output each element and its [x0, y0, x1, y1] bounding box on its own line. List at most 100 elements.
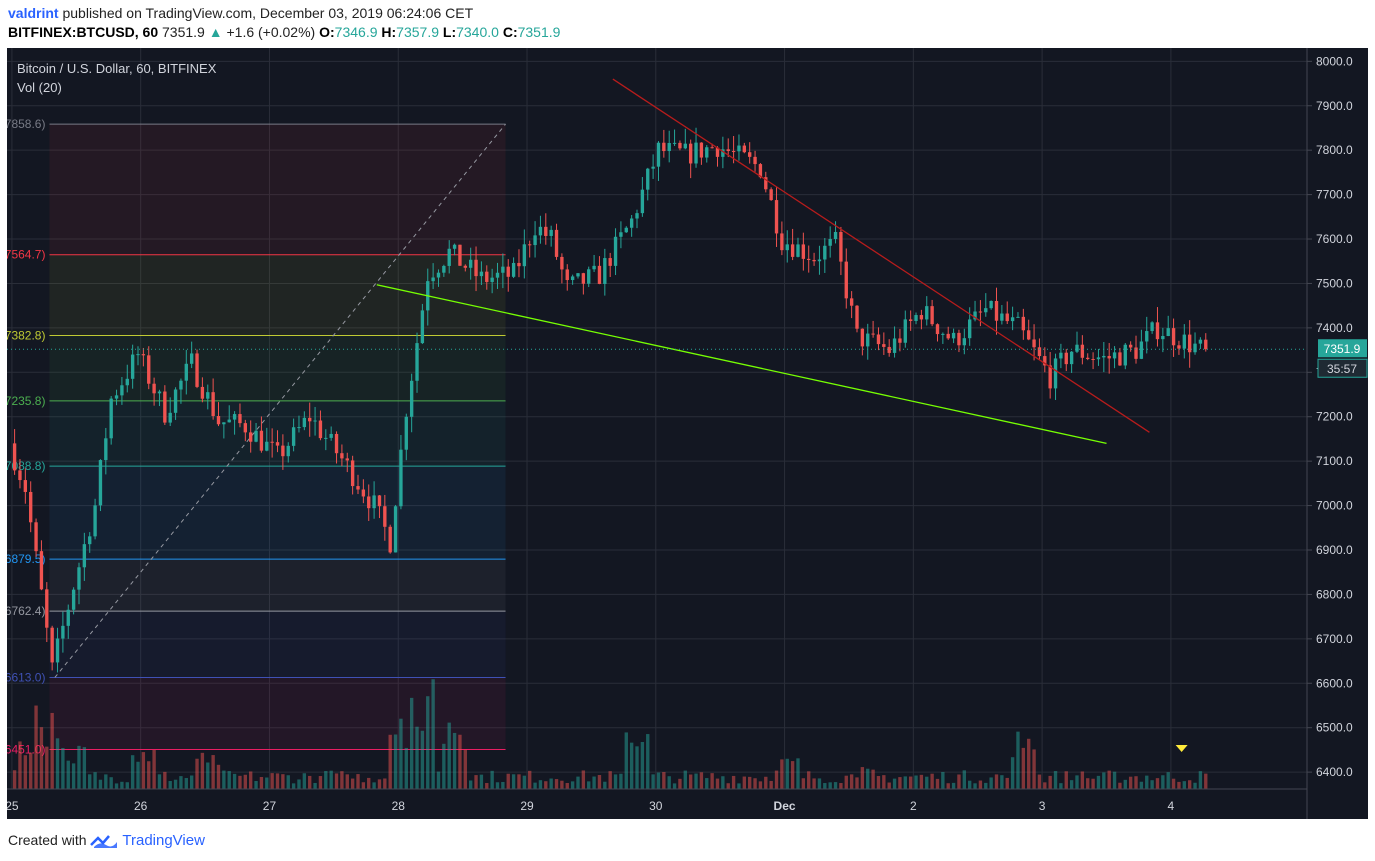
volume-bar — [61, 747, 65, 789]
candle-body — [522, 244, 527, 267]
author-name[interactable]: valdrint — [8, 5, 59, 21]
candle-body — [1010, 317, 1015, 322]
candle-body — [340, 453, 344, 459]
candle-body — [436, 272, 441, 278]
candle-body — [517, 262, 521, 267]
volume-bar — [774, 770, 779, 789]
volume-bar — [533, 782, 537, 789]
candle-body — [238, 414, 242, 424]
candle-body — [951, 332, 956, 339]
price-tick-label: 6900.0 — [1316, 543, 1353, 557]
tradingview-brand[interactable]: TradingView — [122, 832, 205, 849]
candle-body — [265, 441, 269, 451]
last-price: 7351.9 — [162, 24, 205, 40]
volume-bar — [989, 777, 993, 789]
volume-bar — [334, 773, 339, 789]
candle-body — [1187, 334, 1192, 353]
volume-bar — [1086, 778, 1090, 789]
volume-bar — [238, 775, 242, 789]
volume-bar — [361, 782, 366, 789]
candle-body — [1204, 339, 1208, 350]
volume-bar — [88, 774, 92, 789]
volume-bar — [785, 758, 789, 789]
volume-bar — [517, 774, 521, 789]
time-tick-label: 26 — [134, 799, 148, 813]
volume-bar — [426, 696, 430, 789]
candle-body — [34, 522, 38, 552]
volume-bar — [163, 771, 167, 789]
volume-bar — [951, 782, 956, 789]
candle-body — [785, 244, 789, 251]
volume-bar — [796, 758, 800, 789]
volume-bar — [984, 782, 988, 789]
volume-legend: Vol (20) — [17, 80, 62, 95]
time-axis[interactable]: 25 26 27 28 29 30 Dec 2 3 4 — [7, 799, 1175, 813]
volume-bar — [1075, 775, 1079, 789]
candle-body — [291, 427, 296, 446]
volume-bar — [1096, 775, 1101, 789]
volume-bar — [254, 780, 258, 789]
time-tick-label: 29 — [520, 799, 534, 813]
volume-bar — [431, 679, 435, 789]
candle-body — [1069, 351, 1074, 365]
volume-bar — [839, 783, 843, 789]
volume-bar — [640, 741, 645, 789]
volume-bar — [662, 772, 666, 789]
candle-body — [807, 258, 811, 260]
candle-body — [769, 189, 773, 201]
candlesticks — [12, 127, 1208, 673]
volume-bar — [833, 782, 838, 789]
volume-bar — [812, 778, 816, 789]
candle-body — [796, 244, 800, 257]
candle-body — [640, 189, 645, 214]
candle-body — [45, 589, 49, 628]
candle-body — [866, 333, 870, 347]
volume-bar — [409, 697, 414, 789]
volume-bar — [281, 774, 285, 789]
candle-body — [104, 438, 108, 461]
price-axis[interactable]: 8000.0 7900.0 7800.0 7700.0 7600.0 7500.0 7400… — [1307, 54, 1353, 779]
candle-body — [308, 417, 312, 422]
candle-body — [908, 319, 913, 321]
volume-bar — [882, 775, 886, 789]
volume-bar — [1150, 780, 1154, 789]
candle-body — [211, 392, 215, 417]
volume-bar — [967, 780, 972, 789]
trendlines[interactable] — [7, 78, 1307, 753]
volume-bar — [324, 771, 328, 789]
fibonacci-retracement[interactable]: 0(7858.6) .236(7564.7) .382(7382.8) 0.5(723… — [7, 117, 506, 756]
candle-body — [356, 486, 360, 490]
volume-bar — [377, 779, 382, 789]
candle-body — [447, 248, 451, 266]
candle-body — [399, 449, 403, 507]
price-tick-label: 6800.0 — [1316, 587, 1353, 601]
candle-body — [721, 149, 725, 157]
candle-body — [388, 526, 392, 553]
fib-level-label: 0.5(7235.8) — [7, 394, 45, 408]
candle-body — [984, 308, 988, 313]
volume-bar — [114, 783, 119, 789]
fib-zone — [49, 559, 506, 612]
candle-body — [1112, 352, 1117, 359]
candle-body — [490, 277, 494, 282]
volume-bar — [549, 778, 553, 789]
candle-body — [731, 151, 736, 153]
candle-body — [420, 310, 425, 344]
candle-body — [812, 259, 816, 262]
volume-bar — [168, 781, 172, 789]
price-chart[interactable]: 0(7858.6) .236(7564.7) .382(7382.8) 0.5(723… — [7, 48, 1368, 819]
volume-bar — [109, 777, 113, 789]
symbol-line: BITFINEX:BTCUSD, 60 7351.9 ▲ +1.6 (+0.02… — [8, 24, 560, 40]
candle-body — [1118, 352, 1122, 366]
volume-bar — [501, 781, 505, 789]
volume-bar — [485, 783, 489, 789]
symbol-ticker: BITFINEX:BTCUSD, 60 — [8, 24, 159, 40]
candle-body — [195, 353, 199, 387]
time-tick-label: 25 — [7, 799, 19, 813]
volume-bar — [737, 783, 741, 789]
price-tick-label: 7700.0 — [1316, 188, 1353, 202]
time-tick-label: 30 — [649, 799, 663, 813]
candle-body — [1102, 355, 1106, 358]
volume-bar — [1139, 781, 1144, 789]
candle-body — [892, 338, 897, 353]
